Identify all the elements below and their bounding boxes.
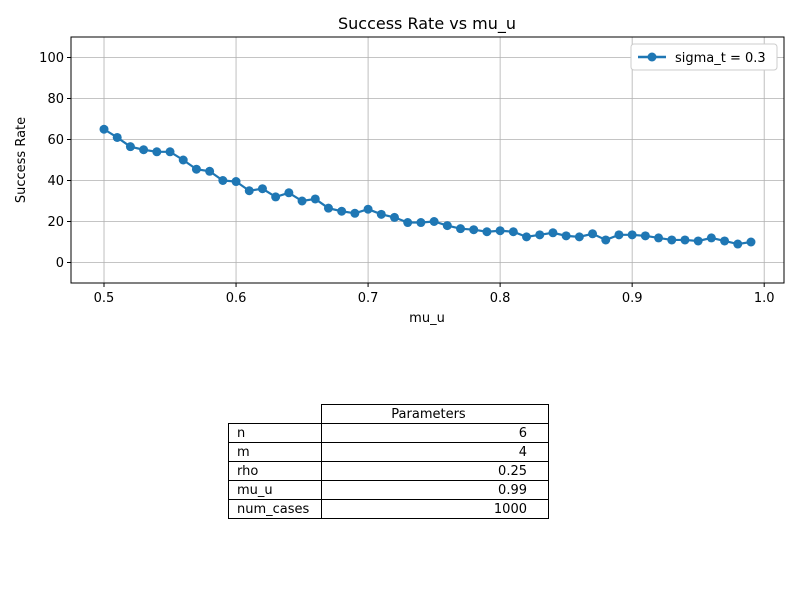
data-point [271, 192, 281, 202]
data-point [522, 232, 532, 242]
data-point [640, 231, 650, 241]
y-tick-label: 40 [47, 174, 64, 189]
data-point [588, 229, 598, 239]
data-point [350, 208, 360, 218]
param-value: 1000 [321, 499, 549, 519]
data-point [574, 232, 584, 242]
data-point [508, 227, 518, 237]
y-tick-label: 80 [47, 92, 64, 107]
success-rate-chart: Success Rate vs mu_u 0.5 0.6 0.7 0.8 0.9 1.00… [14, 14, 785, 326]
x-tick-label: 0.6 [226, 291, 247, 306]
data-point [257, 184, 267, 194]
data-point [125, 142, 135, 152]
x-tick-label: 0.9 [622, 291, 643, 306]
legend-box [630, 43, 778, 71]
series-line [103, 128, 752, 246]
plot-frame [70, 36, 785, 284]
y-tick-label: 20 [47, 215, 64, 230]
data-point [191, 164, 201, 174]
param-key: n [228, 423, 322, 443]
table-row: m 4 [228, 442, 549, 462]
data-point [495, 226, 505, 236]
data-point [337, 206, 347, 216]
data-point [654, 233, 664, 243]
x-axis-label: mu_u [409, 311, 445, 326]
param-value: 6 [321, 423, 549, 443]
data-point [667, 235, 677, 245]
x-tick-label: 0.7 [358, 291, 379, 306]
data-point [152, 147, 162, 157]
parameters-table: Parameters n 6 m 4 rho 0.25 mu_u 0.99 nu… [228, 404, 549, 519]
chart-title: Success Rate vs mu_u [338, 14, 516, 34]
data-point [535, 230, 545, 240]
table-row: n 6 [228, 423, 549, 443]
data-point [561, 231, 571, 241]
param-key: num_cases [228, 499, 322, 519]
data-point [548, 228, 558, 238]
grid-lines [71, 37, 784, 283]
table-row: rho 0.25 [228, 461, 549, 481]
data-point [416, 218, 426, 228]
param-value: 0.25 [321, 461, 549, 481]
data-point [403, 218, 413, 228]
y-axis-label: Success Rate [14, 117, 29, 203]
param-key: mu_u [228, 480, 322, 500]
axis-ticks: 0.5 0.6 0.7 0.8 0.9 1.0 0 20 40 60 80 100 [39, 51, 774, 306]
param-value: 4 [321, 442, 549, 462]
data-point [389, 212, 399, 222]
series-layer [99, 124, 756, 249]
y-tick-label: 60 [47, 133, 64, 148]
data-point [469, 225, 479, 235]
param-key: rho [228, 461, 322, 481]
data-point [178, 155, 188, 165]
data-point [614, 230, 624, 240]
data-point [363, 204, 373, 214]
data-point [139, 145, 149, 155]
data-point [442, 221, 452, 231]
data-point [456, 224, 466, 234]
data-point [244, 186, 254, 196]
legend-label: sigma_t = 0.3 [675, 51, 766, 66]
y-tick-label: 100 [39, 51, 64, 66]
data-point [310, 194, 320, 204]
data-point [429, 217, 439, 226]
param-key: m [228, 442, 322, 462]
data-point [720, 236, 730, 246]
data-point [112, 132, 122, 142]
data-point [323, 203, 333, 213]
data-point [99, 124, 109, 134]
data-point [165, 147, 175, 157]
data-point [284, 188, 294, 198]
data-point [693, 236, 703, 246]
data-point [680, 235, 690, 245]
x-tick-label: 1.0 [754, 291, 775, 306]
y-tick-label: 0 [56, 256, 64, 271]
data-point [205, 166, 215, 176]
legend-marker [647, 52, 657, 62]
data-point [231, 177, 241, 187]
data-point [627, 230, 637, 240]
data-point [482, 227, 492, 237]
table-header-row: Parameters [229, 404, 549, 424]
data-point [601, 235, 611, 245]
table-corner-cell [229, 405, 322, 424]
x-tick-label: 0.8 [490, 291, 511, 306]
data-point [706, 233, 716, 243]
table-row: mu_u 0.99 [228, 480, 549, 500]
data-point [733, 239, 743, 249]
data-point [218, 176, 228, 185]
data-point [376, 209, 386, 219]
data-point [297, 196, 307, 206]
legend: sigma_t = 0.3 [630, 43, 778, 71]
param-value: 0.99 [321, 480, 549, 500]
table-header: Parameters [321, 404, 549, 424]
data-point [746, 237, 756, 247]
table-row: num_cases 1000 [228, 499, 549, 519]
x-tick-label: 0.5 [94, 291, 115, 306]
